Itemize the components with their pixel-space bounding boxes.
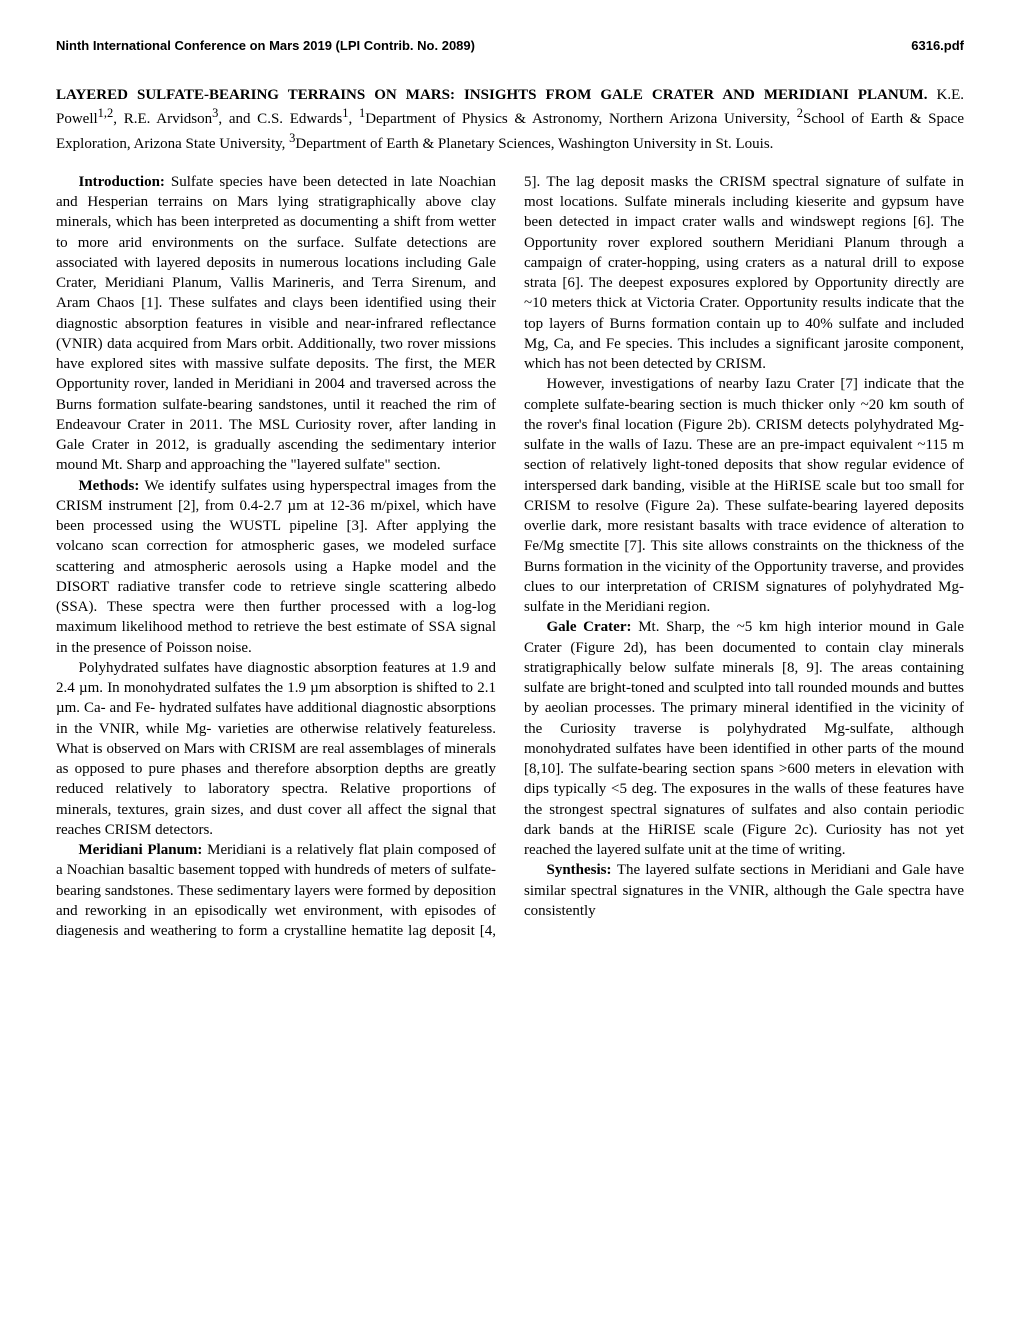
section-head-introduction: Introduction: (79, 174, 171, 190)
body-columns: Introduction: Sulfate species have been … (56, 172, 964, 942)
section-head-synthesis: Synthesis: (547, 862, 617, 878)
section-head-methods: Methods: (79, 478, 145, 494)
document-id: 6316.pdf (911, 38, 964, 53)
methods-text-2: Polyhydrated sulfates have diagnostic ab… (56, 660, 496, 838)
meridiani-paragraph-2: However, investigations of nearby Iazu C… (524, 374, 964, 617)
section-head-meridiani: Meridiani Planum: (79, 842, 208, 858)
conference-name: Ninth International Conference on Mars 2… (56, 38, 475, 53)
meridiani-text-2: However, investigations of nearby Iazu C… (524, 376, 964, 615)
title-block: LAYERED SULFATE-BEARING TERRAINS ON MARS… (56, 85, 964, 154)
methods-paragraph: Methods: We identify sulfates using hype… (56, 476, 496, 658)
methods-text: We identify sulfates using hyperspectral… (56, 478, 496, 656)
intro-text: Sulfate species have been detected in la… (56, 174, 496, 474)
synthesis-paragraph: Synthesis: The layered sulfate sections … (524, 860, 964, 921)
gale-paragraph: Gale Crater: Mt. Sharp, the ~5 km high i… (524, 617, 964, 860)
gale-text: Mt. Sharp, the ~5 km high interior mound… (524, 619, 964, 858)
methods-paragraph-2: Polyhydrated sulfates have diagnostic ab… (56, 658, 496, 840)
paper-title: LAYERED SULFATE-BEARING TERRAINS ON MARS… (56, 87, 927, 103)
intro-paragraph: Introduction: Sulfate species have been … (56, 172, 496, 476)
page-header: Ninth International Conference on Mars 2… (56, 38, 964, 53)
section-head-gale: Gale Crater: (547, 619, 639, 635)
